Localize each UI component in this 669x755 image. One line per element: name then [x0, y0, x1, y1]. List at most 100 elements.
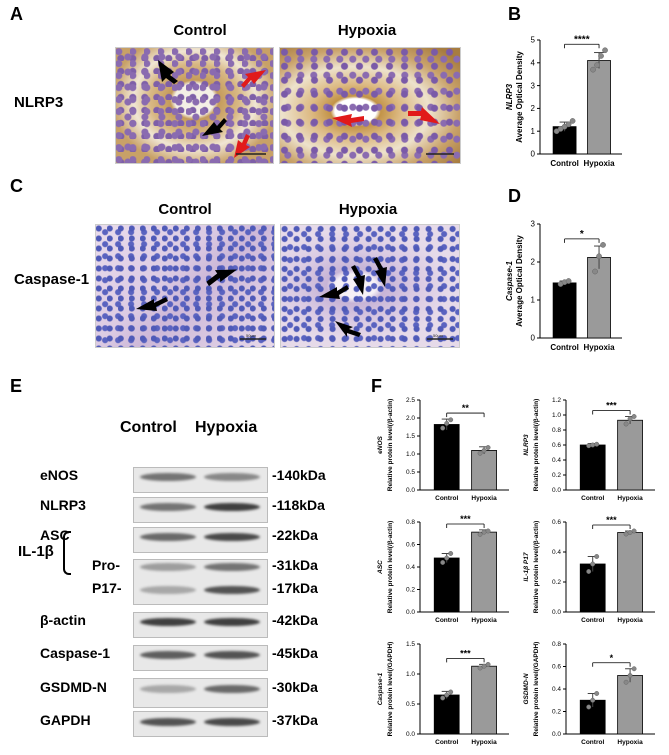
red-arrow [408, 107, 440, 124]
y-tick-label: 0.0 [552, 609, 561, 616]
data-point [485, 528, 491, 534]
blot-row-label: GSDMD-N [40, 679, 107, 695]
blot-band-hypoxia [204, 473, 260, 481]
significance-label: * [580, 229, 584, 240]
y-tick-label: 0.5 [406, 701, 415, 708]
data-point [600, 242, 606, 248]
bar [587, 60, 611, 155]
y-axis-title: Average Optical Density [515, 235, 524, 327]
blot-row-label: P17- [92, 580, 122, 596]
bar [617, 419, 643, 491]
y-tick-label: 0.8 [552, 641, 561, 648]
data-point [594, 441, 600, 447]
y-tick-label: 0.0 [406, 487, 415, 494]
blot-band-control [140, 533, 196, 541]
blot-row-kda: -45kDa [272, 645, 318, 661]
chart-f1: 0.0 0.5 1.0 1.5 2.0 2.5 eNOS Relative protein l… [377, 397, 509, 502]
blot-band-control [140, 685, 196, 693]
data-point [481, 447, 487, 453]
black-arrow [351, 265, 365, 295]
data-point [592, 268, 598, 275]
chart-b: 0 1 2 3 4 5 NLRP3 Average Optical Density Contro… [505, 34, 622, 168]
panel-letter-d: D [508, 186, 521, 206]
data-point [598, 53, 604, 59]
y-tick-label: 0.4 [552, 686, 561, 693]
x-tick-label: Hypoxia [471, 495, 497, 502]
data-point [586, 443, 592, 449]
black-arrow [136, 297, 168, 311]
y-axis-title: Relative protein level(/β-actin) [387, 399, 394, 491]
y-tick-label: 0.4 [406, 564, 415, 571]
y-tick-label: 0.2 [406, 587, 415, 594]
ihc-nlrp3-control-arrows [158, 60, 266, 158]
blot-row-kda: -37kDa [272, 712, 318, 728]
data-point [444, 555, 450, 561]
blot-band-hypoxia [204, 718, 260, 726]
panel-letter-c: C [10, 176, 23, 196]
y-tick-label: 0.6 [552, 442, 561, 449]
data-point [594, 554, 600, 559]
data-point [565, 121, 572, 128]
x-tick-label: Control [581, 739, 604, 746]
panel-a-control-heading: Control [173, 22, 227, 39]
red-arrow [332, 114, 364, 127]
data-point [448, 551, 454, 556]
blot-band-control [140, 718, 196, 726]
blot-band-control [140, 618, 196, 626]
bar [552, 282, 577, 339]
chart-f3: 0.0 0.2 0.4 0.6 0.8 ASC Relative protein level… [377, 514, 509, 624]
bar [471, 665, 497, 735]
black-arrow [319, 285, 349, 299]
y-tick-label: 0.0 [406, 731, 415, 738]
y-tick-label: 0.8 [552, 427, 561, 434]
blot-row-kda: -22kDa [272, 527, 318, 543]
panel-c-row-label: Caspase-1 [14, 271, 90, 288]
bar [433, 694, 460, 735]
y-axis-title: Relative protein level(/GAPDH) [533, 642, 540, 737]
y-tick-label: 1.5 [406, 433, 415, 440]
il1b-bracket [63, 531, 71, 575]
bar [579, 444, 606, 491]
data-point [631, 528, 637, 534]
y-tick-label: 1 [531, 296, 536, 305]
data-point [448, 417, 454, 423]
data-point [602, 47, 608, 54]
panel-a-hypoxia-heading: Hypoxia [337, 22, 397, 39]
data-point [481, 663, 487, 669]
bar [433, 424, 460, 491]
y-axis-title: Average Optical Density [515, 51, 524, 143]
y-tick-label: 1 [531, 127, 536, 136]
ihc-nlrp3-control-image [115, 47, 274, 164]
data-point [586, 704, 592, 710]
blot-band-control [140, 503, 196, 511]
blot-row-label: GAPDH [40, 712, 91, 728]
y-axis-title-marker: NLRP3 [505, 83, 514, 110]
ihc-caspase1-control-arrows: 50μm [136, 269, 266, 340]
bar [433, 557, 460, 613]
y-tick-label: 1.0 [406, 671, 415, 678]
y-tick-label: 0.0 [406, 609, 415, 616]
significance-label: *** [460, 648, 471, 658]
y-tick-label: 0 [531, 334, 536, 343]
y-tick-label: 2.5 [406, 397, 415, 404]
x-tick-label: Hypoxia [471, 739, 497, 746]
data-point [565, 278, 572, 284]
significance-label: **** [574, 34, 590, 45]
x-tick-label: Control [435, 739, 458, 746]
chart-f2: 0.0 0.2 0.4 0.6 0.8 1.0 1.2 NLRP3 Relative prote… [523, 397, 655, 502]
data-point [569, 118, 576, 124]
chart-f4: 0.0 0.2 0.4 0.6 IL-1β P17 Relative protein le… [523, 515, 655, 624]
blot-row-kda: -118kDa [272, 497, 325, 513]
x-tick-label: Control [435, 495, 458, 502]
significance-label: ** [462, 403, 470, 413]
x-tick-label: Control [550, 159, 578, 168]
x-tick-label: Hypoxia [617, 617, 643, 624]
y-tick-label: 0.4 [552, 457, 561, 464]
y-tick-label: 1.5 [406, 641, 415, 648]
chart-f5: 0.0 0.5 1.0 1.5 Caspase-1 Relative protein le… [377, 641, 509, 746]
blot-row-label: NLRP3 [40, 497, 86, 513]
scale-bar-label: 50μm [433, 333, 444, 338]
blot-band-hypoxia [204, 618, 260, 626]
x-tick-label: Hypoxia [617, 495, 643, 502]
black-arrow [373, 257, 387, 287]
